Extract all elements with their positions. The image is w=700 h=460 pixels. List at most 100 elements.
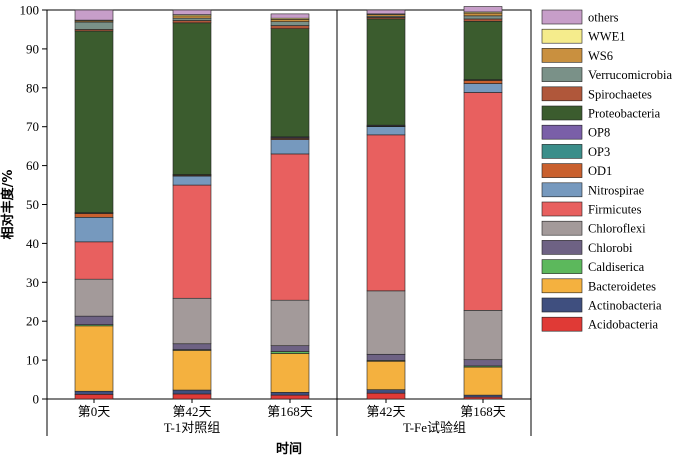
bar-segment xyxy=(74,30,114,213)
bar-segment xyxy=(74,241,114,280)
bar-segment xyxy=(74,278,114,317)
bar-segment xyxy=(74,394,114,400)
bar-segment xyxy=(172,343,212,350)
bar-segment xyxy=(366,392,406,400)
bar-segment xyxy=(172,9,212,15)
legend-label: Spirochaetes xyxy=(588,87,652,101)
bar-segment xyxy=(172,15,212,19)
bar-segment xyxy=(172,297,212,345)
y-tick-label: 100 xyxy=(20,3,40,18)
group-label: T-1对照组 xyxy=(164,420,221,435)
bar-segment xyxy=(74,9,114,21)
bar-segment xyxy=(172,350,212,391)
legend-label: Actinobacteria xyxy=(588,299,662,313)
legend-swatch xyxy=(541,124,583,140)
bar-segment xyxy=(270,28,310,138)
x-tick-label: 第42天 xyxy=(366,404,405,419)
bar-segment xyxy=(270,345,310,352)
x-axis-label: 时间 xyxy=(276,441,302,457)
bar-segment xyxy=(74,213,114,218)
bar-segment xyxy=(366,134,406,292)
y-axis-label: 相对丰度/% xyxy=(0,170,16,240)
legend-swatch xyxy=(541,67,583,82)
legend-label: Proteobacteria xyxy=(588,107,661,121)
bar-segment xyxy=(463,12,503,17)
legend-label: OD1 xyxy=(588,164,612,178)
legend-swatch xyxy=(541,182,583,198)
y-tick-label: 60 xyxy=(26,158,39,173)
legend-swatch xyxy=(541,259,583,274)
legend-label: Nitrospirae xyxy=(588,183,645,197)
legend-swatch xyxy=(541,240,583,255)
bar-segment xyxy=(463,92,503,311)
bar-segment xyxy=(270,153,310,301)
y-tick-label: 50 xyxy=(26,197,39,212)
legend-label: Chlorobi xyxy=(588,241,633,255)
bar-segment xyxy=(270,21,310,26)
bar-segment xyxy=(463,83,503,93)
legend-swatch xyxy=(541,86,583,102)
y-tick-label: 30 xyxy=(26,275,39,290)
bar-segment xyxy=(463,310,503,361)
legend-swatch xyxy=(541,48,583,63)
x-tick-label: 第168天 xyxy=(460,404,506,419)
bar-segment xyxy=(172,393,212,400)
legend-label: WWE1 xyxy=(588,30,625,44)
bar-segment xyxy=(270,19,310,22)
legend-label: Acidobacteria xyxy=(588,318,659,332)
legend-label: Bacteroidetes xyxy=(588,279,656,293)
legend-swatch xyxy=(541,144,583,159)
y-tick-label: 20 xyxy=(26,314,39,329)
bar-segment xyxy=(172,22,212,175)
bar-segment xyxy=(270,25,310,29)
bar-segment xyxy=(463,20,503,80)
bar-segment xyxy=(172,20,212,24)
bar-segment xyxy=(74,390,114,395)
y-tick-label: 10 xyxy=(26,353,39,368)
y-tick-label: 80 xyxy=(26,80,39,95)
bar-segment xyxy=(270,299,310,347)
bar-segment xyxy=(463,18,503,22)
x-tick-label: 第42天 xyxy=(172,404,211,419)
legend-label: Verrucomicrobia xyxy=(588,68,672,82)
bar-segment xyxy=(366,360,406,390)
bars xyxy=(74,6,503,400)
bar-segment xyxy=(74,325,114,392)
legend-label: WS6 xyxy=(588,49,613,63)
legend-label: Caldiserica xyxy=(588,260,645,274)
axes: 0 10 20 30 40 50 60 70 80 90 100 第0天 第42天 第168天 第42天 第1… xyxy=(20,3,506,436)
bar-segment xyxy=(366,9,406,15)
bar-segment xyxy=(463,359,503,367)
bar-segment xyxy=(74,315,114,326)
bar-segment xyxy=(463,80,503,84)
bar-segment xyxy=(270,392,310,396)
bar-segment xyxy=(366,290,406,355)
bar-segment xyxy=(366,389,406,394)
legend-label: OP8 xyxy=(588,126,610,140)
x-tick-label: 第0天 xyxy=(78,404,111,419)
bar-segment xyxy=(366,18,406,126)
bar-segment xyxy=(74,21,114,30)
group-label: T-Fe试验组 xyxy=(403,420,466,435)
legend-swatch xyxy=(541,201,583,217)
legend-swatch xyxy=(541,278,583,294)
legend-label: OP3 xyxy=(588,145,610,159)
legend-swatch xyxy=(541,163,583,178)
bar-segment xyxy=(366,353,406,361)
legend-label: others xyxy=(588,11,619,25)
bar-segment xyxy=(172,17,212,21)
bar-segment xyxy=(74,217,114,243)
y-tick-label: 40 xyxy=(26,236,39,251)
bar-segment xyxy=(270,353,310,393)
legend: others WWE1 WS6 Verrucomicrobia Spirochaetes… xyxy=(541,9,672,332)
bar-segment xyxy=(463,366,503,396)
bar-segment xyxy=(270,394,310,400)
y-tick-label: 90 xyxy=(26,41,39,56)
legend-swatch xyxy=(541,9,583,25)
bar-segment xyxy=(463,15,503,20)
x-tick-label: 第168天 xyxy=(267,404,313,419)
bar-segment xyxy=(463,6,503,13)
y-tick-label: 70 xyxy=(26,119,39,134)
bar-segment xyxy=(270,13,310,19)
